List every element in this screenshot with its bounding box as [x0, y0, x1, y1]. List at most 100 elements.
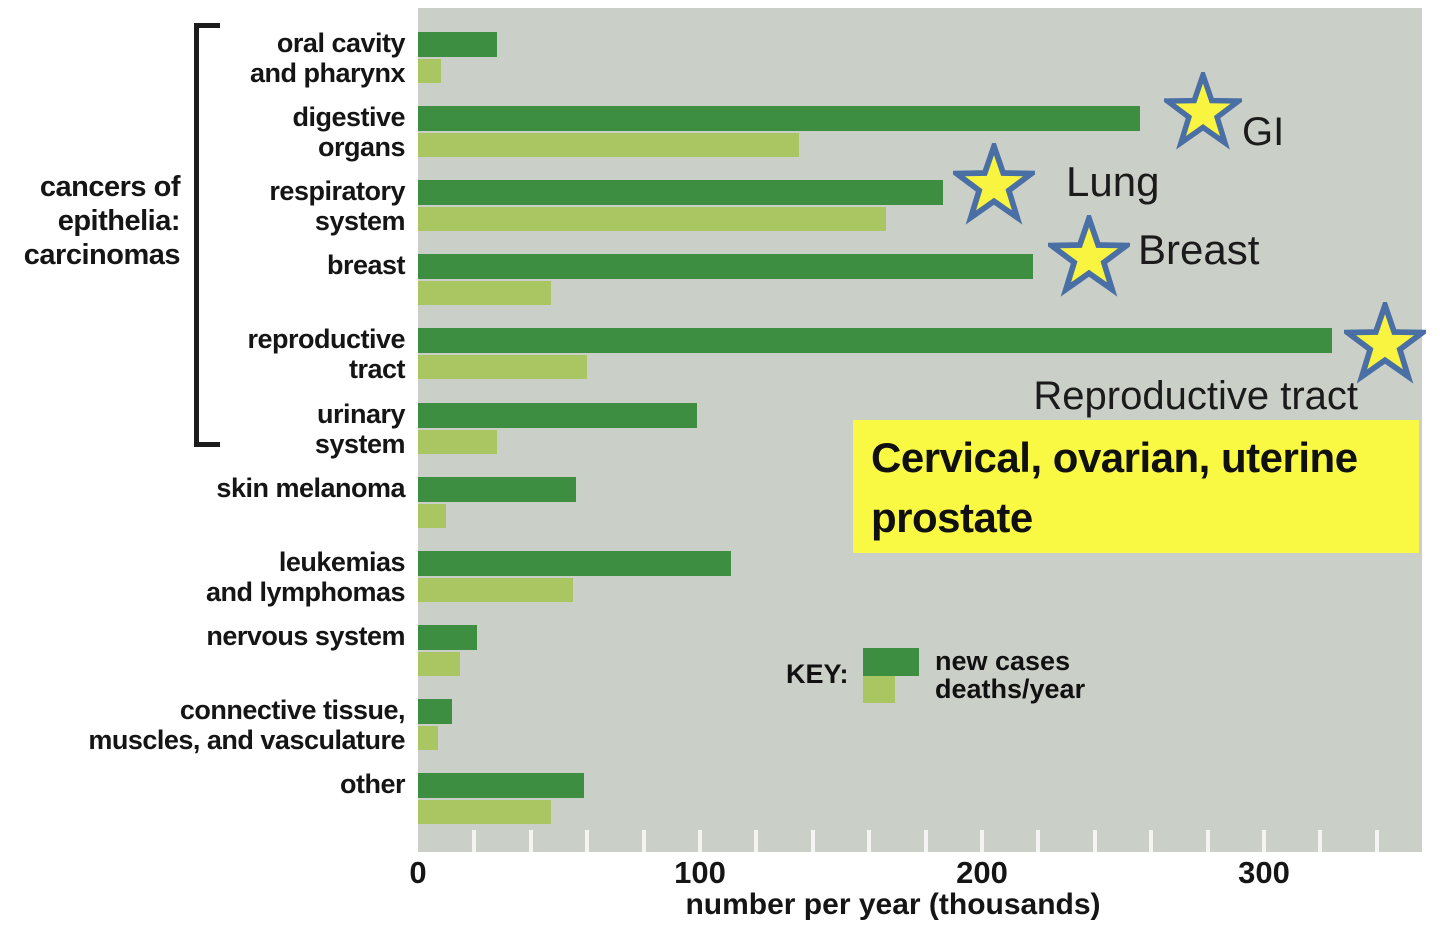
axis-minor-tick	[698, 830, 702, 852]
category-label: respiratory system	[0, 176, 405, 236]
bar-deaths	[418, 578, 573, 602]
bar-new-cases	[418, 773, 584, 798]
axis-minor-tick	[529, 830, 533, 852]
category-label-line: digestive	[292, 102, 405, 132]
bar-new-cases	[418, 699, 452, 724]
epithelia-bracket-vertical	[194, 23, 199, 447]
epithelia-bracket-bottom-arm	[194, 442, 220, 447]
bar-new-cases	[418, 551, 731, 576]
axis-minor-tick	[1318, 830, 1322, 852]
star-icon	[1339, 296, 1431, 384]
axis-minor-tick	[1149, 830, 1153, 852]
epithelia-bracket-top-arm	[194, 23, 220, 28]
axis-minor-tick	[642, 830, 646, 852]
category-label-line: other	[340, 769, 406, 799]
category-label-line: and lymphomas	[205, 577, 406, 607]
star-annotation-label: Lung	[1066, 158, 1160, 205]
group-label-line: cancers of	[39, 171, 181, 203]
star-icon	[1159, 66, 1247, 150]
category-label: oral cavity and pharynx	[0, 28, 406, 88]
bar-deaths	[418, 430, 497, 454]
group-label-epithelia: cancers of epithelia: carcinomas	[0, 170, 181, 272]
category-label-line: system	[314, 429, 406, 459]
bar-new-cases	[418, 254, 1033, 279]
bar-new-cases	[418, 328, 1332, 353]
category-label-line: muscles, and vasculature	[88, 725, 405, 755]
category-label-line: reproductive	[247, 324, 405, 354]
category-label-line: and pharynx	[249, 58, 406, 88]
axis-tick-label: 100	[674, 855, 726, 890]
axis-minor-tick	[585, 830, 589, 852]
axis-minor-tick	[754, 830, 758, 852]
category-label: connective tissue, muscles, and vasculatu…	[0, 695, 405, 755]
axis-minor-tick	[980, 830, 984, 852]
axis-minor-tick	[1262, 830, 1266, 852]
bar-deaths	[418, 355, 587, 379]
star-icon-wrap	[1339, 296, 1431, 384]
category-label: reproductive tract	[0, 324, 405, 384]
bar-new-cases	[418, 625, 477, 650]
category-label-line: skin melanoma	[216, 473, 405, 503]
bar-new-cases	[418, 477, 576, 502]
star-icon-wrap	[1159, 66, 1247, 150]
bar-new-cases	[418, 403, 697, 428]
category-label-line: leukemias	[278, 547, 406, 577]
callout-line: Cervical, ovarian, uterine	[871, 434, 1358, 481]
category-label-line: connective tissue,	[179, 695, 406, 725]
category-label: other	[0, 769, 406, 799]
bar-new-cases	[418, 106, 1140, 131]
axis-tick-label: 300	[1238, 855, 1290, 890]
star-icon-wrap	[1043, 209, 1135, 297]
category-label: nervous system	[0, 621, 405, 651]
axis-minor-tick	[811, 830, 815, 852]
axis-minor-tick	[1206, 830, 1210, 852]
category-label: leukemias and lymphomas	[0, 547, 406, 607]
star-icon-wrap	[948, 137, 1040, 225]
axis-tick-label: 0	[409, 855, 427, 890]
legend-swatch-new-cases	[863, 648, 919, 676]
legend-label-new-cases: new cases	[935, 646, 1071, 676]
star-annotation-label: Reproductive tract	[1033, 374, 1358, 418]
legend-label-deaths: deaths/year	[935, 674, 1086, 704]
category-label-line: breast	[326, 250, 406, 280]
category-label-line: tract	[348, 354, 406, 384]
axis-minor-tick	[472, 830, 476, 852]
group-label-line: carcinomas	[23, 239, 181, 271]
legend-key-label: KEY:	[786, 659, 849, 689]
star-icon	[1043, 209, 1135, 297]
star-annotation-label: Breast	[1138, 226, 1260, 273]
callout-line: prostate	[871, 494, 1033, 541]
category-label-line: organs	[317, 132, 406, 162]
category-label-line: oral cavity	[276, 28, 406, 58]
bar-deaths	[418, 59, 441, 83]
bar-deaths	[418, 207, 886, 231]
axis-minor-tick	[1093, 830, 1097, 852]
category-label-line: system	[314, 206, 406, 236]
bar-deaths	[418, 726, 438, 750]
bar-deaths	[418, 652, 460, 676]
category-label-line: respiratory	[269, 176, 405, 206]
star-icon	[948, 137, 1040, 225]
bar-deaths	[418, 133, 799, 157]
star-annotation-label: GI	[1242, 110, 1285, 154]
bar-deaths	[418, 800, 551, 824]
category-label-line: nervous system	[206, 621, 405, 651]
bar-new-cases	[418, 32, 497, 57]
bar-deaths	[418, 281, 551, 305]
x-axis-title: number per year (thousands)	[685, 888, 1101, 921]
legend-swatch-deaths	[863, 676, 895, 703]
category-label: digestive organs	[0, 102, 405, 162]
axis-minor-tick	[924, 830, 928, 852]
category-label: urinary system	[0, 399, 406, 459]
callout-box: Cervical, ovarian, uterine prostate	[853, 420, 1419, 553]
category-label: skin melanoma	[0, 473, 405, 503]
bar-deaths	[418, 504, 446, 528]
axis-tick-label: 200	[956, 855, 1008, 890]
group-label-line: epithelia:	[57, 205, 181, 237]
axis-minor-tick	[1036, 830, 1040, 852]
category-label-line: urinary	[316, 399, 406, 429]
axis-minor-tick	[1375, 830, 1379, 852]
axis-minor-tick	[867, 830, 871, 852]
category-label: breast	[0, 250, 406, 280]
